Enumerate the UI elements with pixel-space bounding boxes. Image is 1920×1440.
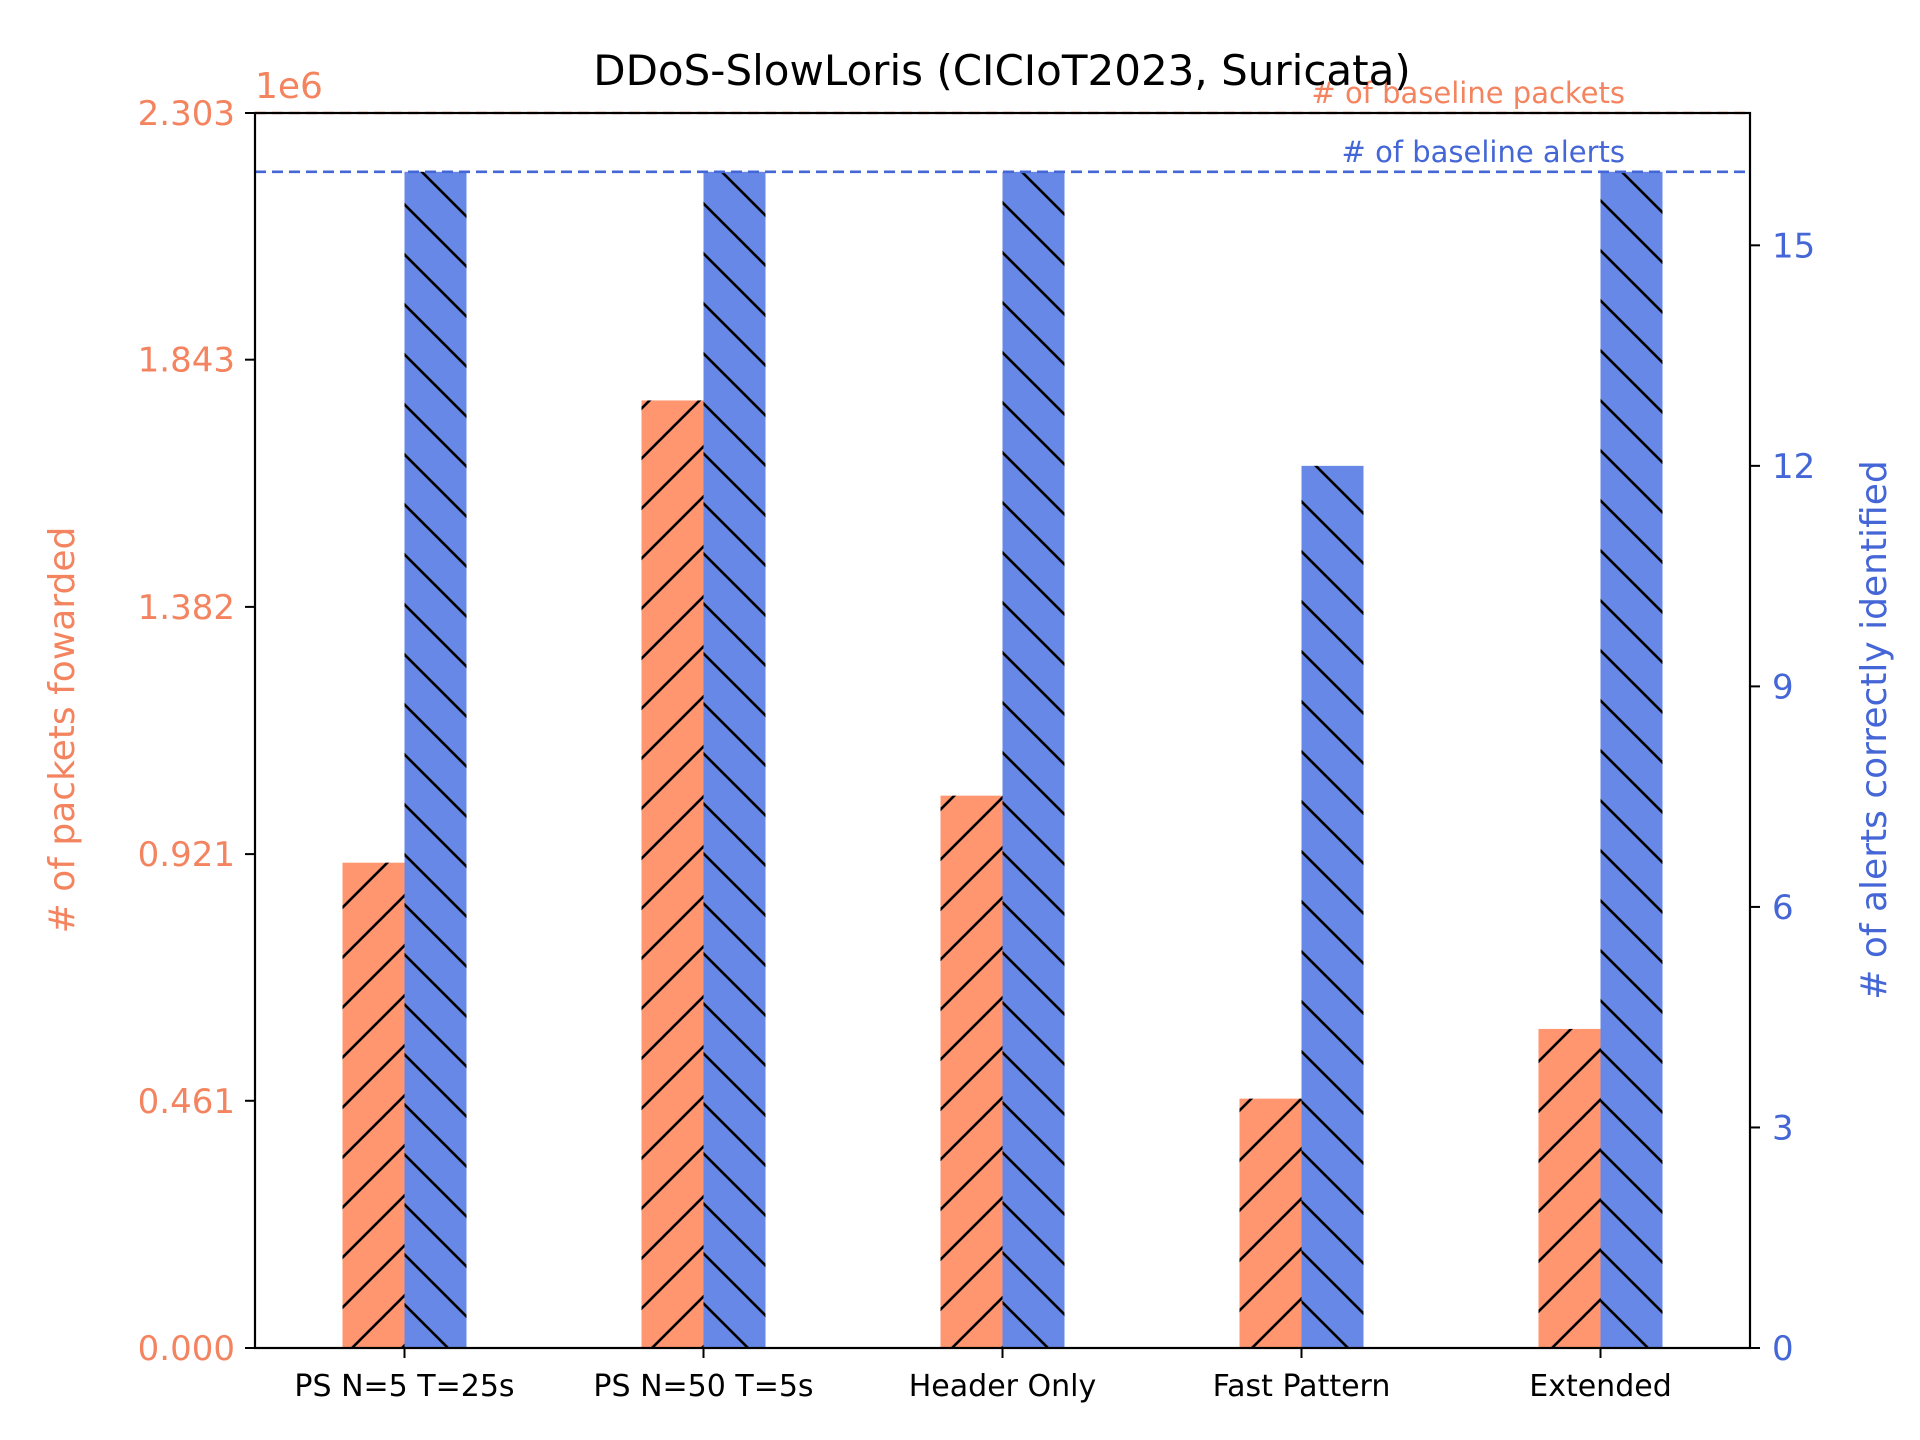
right-tick-label: 9 — [1772, 667, 1794, 707]
right-axis: 0 3 6 9 12 15 — [1750, 226, 1815, 1369]
x-tick-label: PS N=50 T=5s — [593, 1369, 813, 1404]
chart-title: DDoS-SlowLoris (CICIoT2023, Suricata) — [593, 46, 1410, 95]
bar-alerts-0 — [404, 171, 467, 1348]
left-axis-multiplier: 1e6 — [255, 66, 323, 107]
left-tick-label: 0.000 — [138, 1329, 235, 1369]
bar-packets-1 — [641, 400, 704, 1348]
right-tick-label: 3 — [1772, 1108, 1794, 1148]
left-tick-label: 1.843 — [138, 341, 235, 381]
x-tick-label: Extended — [1529, 1369, 1672, 1404]
left-axis: 0.000 0.461 0.921 1.382 1.843 2.303 — [138, 94, 255, 1369]
x-tick-label: Fast Pattern — [1213, 1369, 1391, 1404]
bars-layer — [342, 171, 1663, 1348]
left-tick-label: 0.461 — [138, 1082, 235, 1122]
right-axis-label: # of alerts correctly identified — [1854, 460, 1895, 1000]
x-tick-label: PS N=5 T=25s — [294, 1369, 514, 1404]
bar-alerts-3 — [1301, 465, 1364, 1348]
right-tick-label: 15 — [1772, 226, 1815, 266]
bar-packets-3 — [1239, 1098, 1302, 1348]
left-tick-label: 1.382 — [138, 588, 235, 628]
left-tick-label: 2.303 — [138, 94, 235, 134]
bar-alerts-4 — [1600, 171, 1663, 1348]
left-axis-label: # of packets fowarded — [42, 527, 83, 934]
right-tick-label: 12 — [1772, 447, 1815, 487]
right-tick-label: 0 — [1772, 1329, 1794, 1369]
bar-packets-2 — [940, 795, 1003, 1348]
reference-line-label-right: # of baseline alerts — [1342, 135, 1625, 169]
bar-packets-0 — [342, 862, 405, 1348]
x-axis: PS N=5 T=25s PS N=50 T=5s Header Only Fast … — [294, 1348, 1672, 1404]
x-tick-label: Header Only — [909, 1369, 1097, 1404]
bar-alerts-2 — [1002, 171, 1065, 1348]
right-tick-label: 6 — [1772, 888, 1794, 928]
bar-alerts-1 — [703, 171, 766, 1348]
left-tick-label: 0.921 — [138, 835, 235, 875]
reference-line-label-left: # of baseline packets — [1311, 76, 1625, 110]
bar-packets-4 — [1538, 1028, 1601, 1348]
